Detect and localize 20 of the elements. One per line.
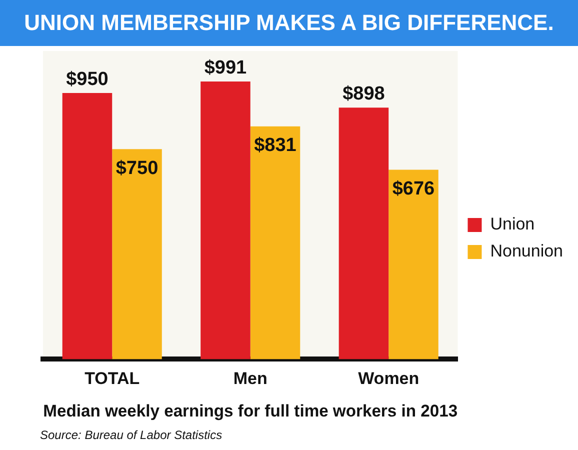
bar bbox=[62, 93, 112, 360]
x-tick-label: Women bbox=[358, 369, 420, 388]
data-label: $831 bbox=[254, 135, 297, 156]
bar bbox=[200, 82, 250, 360]
data-label: $898 bbox=[342, 83, 385, 104]
bar bbox=[388, 170, 438, 360]
x-tick-label: TOTAL bbox=[84, 369, 140, 388]
data-label: $676 bbox=[392, 178, 435, 200]
x-tick-label: Men bbox=[233, 369, 268, 388]
bar bbox=[338, 108, 389, 360]
source-note: Source: Bureau of Labor Statistics bbox=[40, 428, 222, 442]
bar bbox=[112, 149, 162, 360]
data-label: $750 bbox=[116, 158, 158, 179]
data-label: $991 bbox=[204, 57, 248, 78]
x-axis-title: Median weekly earnings for full time workers in 2013 bbox=[43, 401, 458, 421]
data-label: $950 bbox=[66, 68, 108, 90]
legend-label: Union bbox=[490, 214, 535, 234]
bar bbox=[250, 126, 300, 360]
chart-title: UNION MEMBERSHIP MAKES A BIG DIFFERENCE. bbox=[24, 10, 554, 36]
legend-label: Nonunion bbox=[490, 242, 563, 261]
